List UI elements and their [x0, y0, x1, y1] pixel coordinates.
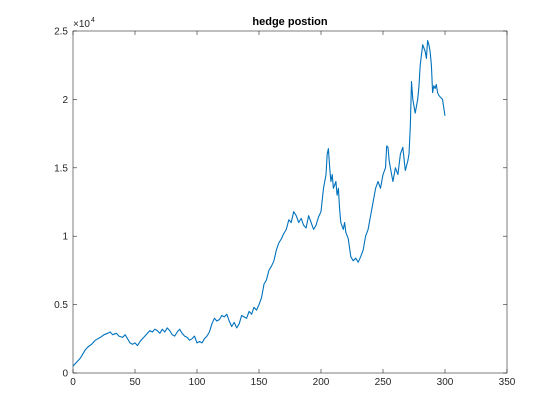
- y-exponent-power: 4: [91, 17, 95, 24]
- x-tick-label: 200: [313, 377, 330, 388]
- chart-title: hedge postion: [252, 16, 327, 28]
- y-tick-label: 1.5: [54, 163, 68, 174]
- y-exponent-label: ×10 4: [73, 17, 95, 30]
- x-tick-label: 150: [251, 377, 268, 388]
- y-tick-label: 1: [62, 232, 68, 243]
- x-tick-label: 250: [375, 377, 392, 388]
- plot-area-frame: [73, 31, 507, 373]
- y-tick-label: 0.5: [54, 300, 68, 311]
- x-tick-label: 50: [129, 377, 141, 388]
- x-tick-label: 350: [499, 377, 516, 388]
- x-tick-label: 0: [70, 377, 76, 388]
- x-tick-label: 300: [437, 377, 454, 388]
- y-tick-label: 2.5: [54, 27, 68, 38]
- y-exponent-base: ×10: [73, 19, 90, 30]
- x-tick-label: 100: [189, 377, 206, 388]
- y-tick-label: 2: [62, 95, 68, 106]
- y-tick-label: 0: [62, 369, 68, 380]
